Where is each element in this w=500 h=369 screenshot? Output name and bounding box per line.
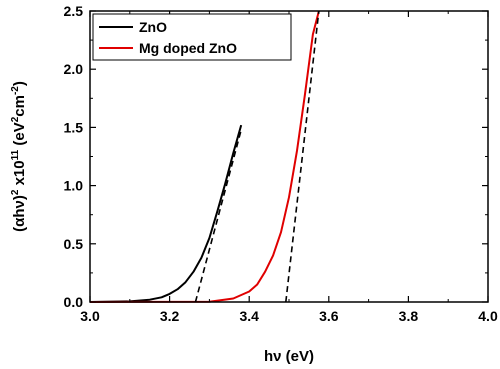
y-axis-title: (αhν)2 x1011 (eV2cm-2): [10, 81, 28, 232]
y-tick-label: 0.0: [64, 294, 84, 310]
series-layer: [89, 10, 320, 303]
x-tick-label: 3.4: [239, 308, 259, 324]
y-tick-label: 0.5: [64, 236, 84, 252]
y-tick-label: 2.5: [64, 3, 84, 19]
x-tick-label: 3.8: [399, 308, 419, 324]
plot-frame: [89, 10, 489, 303]
x-axis-title: hν (eV): [264, 348, 314, 365]
y-tick-label: 1.5: [64, 119, 84, 135]
x-tick-label: 4.0: [478, 308, 498, 324]
tauc-fit-line-zno: [194, 129, 243, 303]
legend-box: [92, 13, 292, 61]
legend-label-zno: ZnO: [139, 19, 167, 35]
series-line-mg-doped-zno: [89, 10, 320, 303]
ticks-layer: 3.0 3.2 3.4 3.6 3.8 4.0 0.0 0.5 1.0 1.5 2.0 2.5: [64, 3, 498, 324]
x-tick-label: 3.2: [160, 308, 180, 324]
x-tick-label: 3.6: [319, 308, 339, 324]
tauc-fit-line-mg-doped-zno: [285, 10, 320, 303]
legend: ZnO Mg doped ZnO: [92, 13, 292, 61]
series-line-zno: [89, 124, 243, 303]
y-tick-label: 1.0: [64, 178, 84, 194]
x-tick-label: 3.0: [80, 308, 100, 324]
legend-label-mg-doped-zno: Mg doped ZnO: [139, 40, 237, 56]
y-tick-label: 2.0: [64, 61, 84, 77]
